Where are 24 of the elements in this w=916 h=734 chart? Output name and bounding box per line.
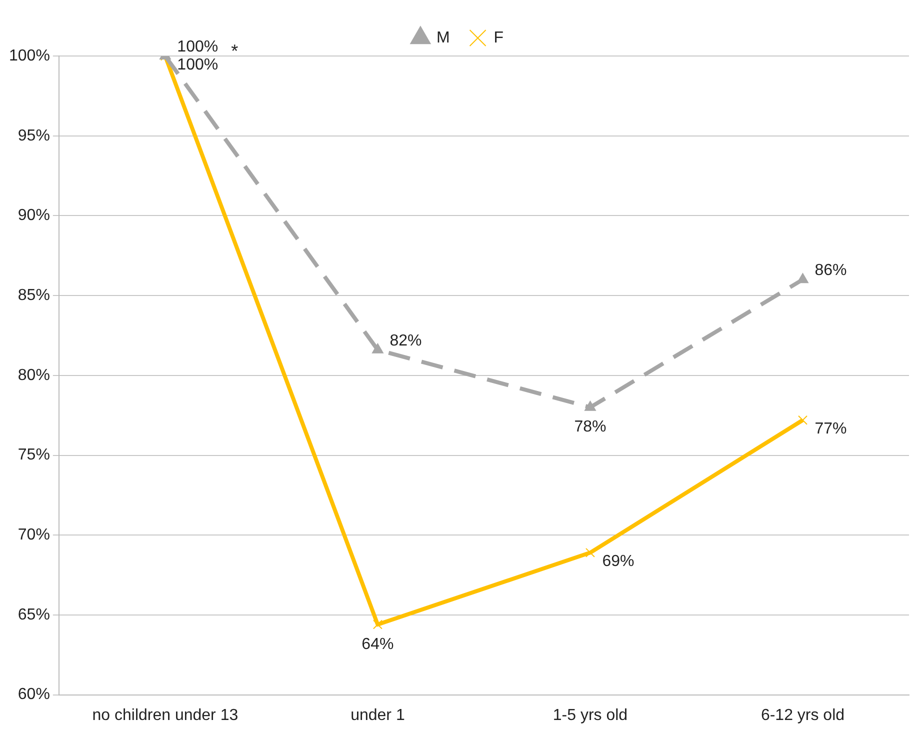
y-tick-label: 90%	[18, 207, 50, 224]
y-tick-label: 100%	[9, 47, 50, 64]
legend-label: M	[436, 29, 450, 46]
y-tick-label: 70%	[18, 526, 50, 544]
legend-label: F	[494, 29, 504, 46]
y-tick-label: 80%	[18, 366, 50, 384]
data-label: 100%	[177, 56, 218, 74]
data-label: 82%	[390, 332, 422, 350]
data-label: 69%	[602, 553, 634, 570]
y-tick-label: 75%	[18, 446, 50, 464]
data-label: 78%	[574, 418, 606, 436]
y-tick-label: 85%	[18, 286, 50, 304]
data-label: 77%	[814, 420, 847, 438]
x-tick-label: no children under 13	[92, 706, 238, 724]
x-tick-label: 1-5 yrs old	[552, 706, 628, 724]
x-tick-label: under 1	[350, 706, 405, 724]
x-tick-label: 6-12 yrs old	[760, 706, 845, 724]
annotation: *	[231, 40, 238, 61]
y-tick-label: 60%	[18, 686, 50, 704]
y-tick-label: 95%	[18, 127, 50, 144]
data-label: 64%	[362, 636, 394, 653]
y-tick-label: 65%	[18, 606, 50, 624]
data-label: 100%	[177, 38, 218, 56]
data-label: 86%	[814, 262, 847, 279]
